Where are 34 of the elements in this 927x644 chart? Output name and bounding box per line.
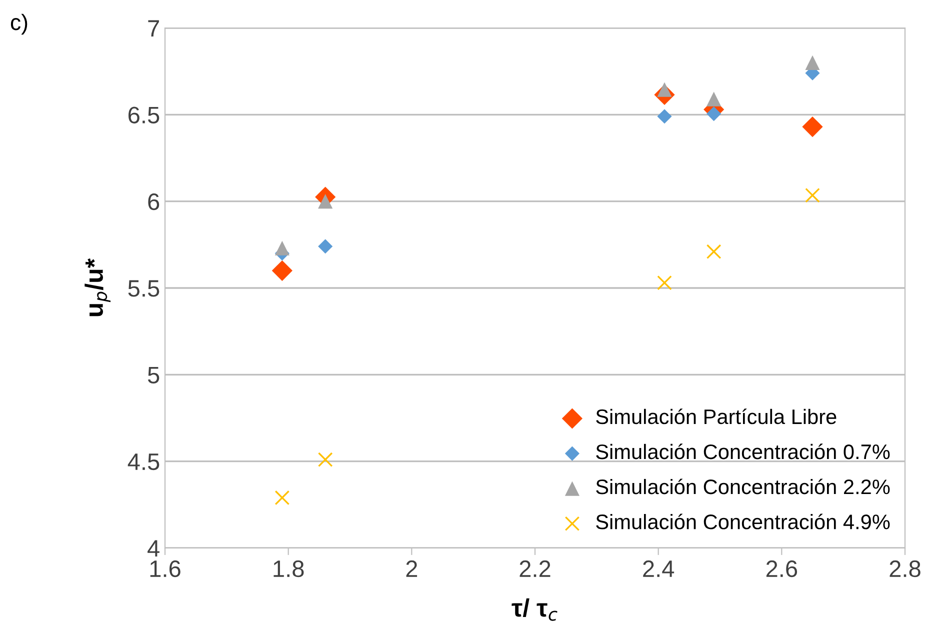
point [706,106,722,122]
point [318,239,333,254]
y-tick-label: 5.5 [128,280,160,297]
point [274,490,290,506]
point [805,55,820,70]
legend-label: Simulación Partícula Libre [596,408,836,424]
legend-label: Simulación Concentración 2.2% [596,478,890,494]
point [706,244,722,260]
x-tick-label: 2.8 [890,560,920,578]
point [802,116,823,138]
x-tick-label: 2.2 [520,560,550,577]
x-tick-label: 2 [406,560,418,577]
point [805,188,820,203]
point [657,275,672,290]
point [272,260,292,281]
x-tick-label: 2.4 [643,560,674,577]
y-tick-label: 6.5 [128,106,160,124]
y-axis-title: u$_{p}$/u* [84,258,111,316]
y-tick-label: 4.5 [128,454,160,470]
point [657,109,672,124]
text: c) [10,14,28,35]
y-tick-label: 7 [148,20,159,37]
legend-label: Simulación Concentración 4.9% [596,514,890,530]
point [318,452,333,468]
x-tick-label: 2.6 [766,560,798,578]
y-tick-label: 5 [148,366,160,384]
x-tick-label: 1.6 [150,560,180,578]
x-axis-title: τ/ τ$_{c}$ [512,598,558,621]
x-tick-label: 1.8 [274,560,304,578]
y-tick-label: 4 [148,540,160,557]
point [274,240,290,256]
y-tick-label: 6 [148,193,160,210]
point [706,92,722,106]
legend-label: Simulación Concentración 0.7% [596,444,890,460]
